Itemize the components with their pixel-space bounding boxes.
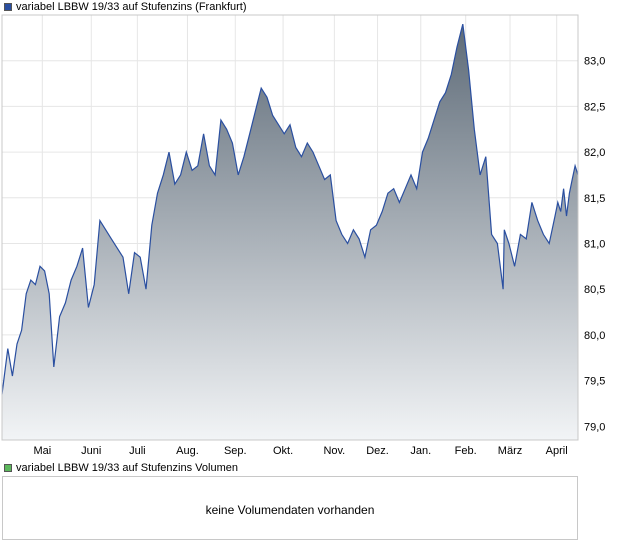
volume-panel: keine Volumendaten vorhanden	[2, 476, 578, 540]
x-tick-label: Juni	[81, 445, 101, 457]
volume-legend-swatch	[4, 464, 12, 472]
y-tick-label: 81,5	[584, 193, 605, 205]
x-tick-label: Sep.	[224, 445, 247, 457]
x-tick-label: Feb.	[455, 445, 477, 457]
y-tick-label: 80,5	[584, 284, 605, 296]
y-tick-label: 82,0	[584, 147, 605, 159]
volume-empty-message: keine Volumendaten vorhanden	[205, 503, 375, 517]
price-legend-label: variabel LBBW 19/33 auf Stufenzins (Fran…	[16, 1, 247, 13]
price-legend: variabel LBBW 19/33 auf Stufenzins (Fran…	[4, 0, 247, 14]
x-tick-label: Mai	[33, 445, 51, 457]
x-tick-label: Okt.	[273, 445, 293, 457]
y-tick-label: 80,0	[584, 330, 605, 342]
y-tick-label: 83,0	[584, 56, 605, 68]
x-tick-label: Aug.	[176, 445, 199, 457]
volume-legend: variabel LBBW 19/33 auf Stufenzins Volum…	[4, 461, 238, 475]
volume-legend-label: variabel LBBW 19/33 auf Stufenzins Volum…	[16, 462, 238, 474]
plot-border	[1, 14, 579, 441]
x-tick-label: Nov.	[323, 445, 345, 457]
y-tick-label: 79,0	[584, 421, 605, 433]
price-area	[2, 24, 578, 440]
x-tick-label: Juli	[129, 445, 146, 457]
x-tick-label: März	[498, 445, 522, 457]
price-legend-swatch	[4, 3, 12, 11]
x-tick-label: Dez.	[366, 445, 389, 457]
x-tick-label: April	[546, 445, 568, 457]
y-tick-label: 81,0	[584, 238, 605, 250]
y-tick-label: 82,5	[584, 101, 605, 113]
x-tick-label: Jan.	[410, 445, 431, 457]
y-tick-label: 79,5	[584, 376, 605, 388]
price-line	[1, 23, 579, 395]
